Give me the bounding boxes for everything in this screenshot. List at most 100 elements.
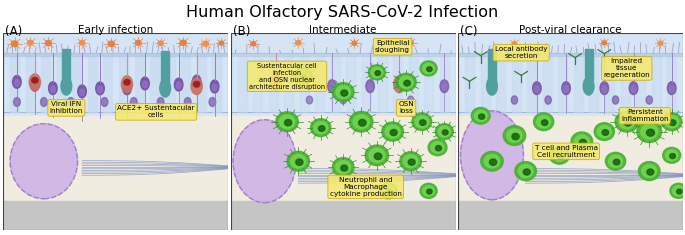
- Bar: [667, 56, 676, 112]
- Text: (C): (C): [460, 25, 478, 38]
- Ellipse shape: [564, 86, 569, 93]
- Ellipse shape: [125, 86, 129, 93]
- Circle shape: [647, 129, 654, 136]
- Text: OSN
loss: OSN loss: [398, 102, 414, 114]
- Bar: [527, 56, 536, 112]
- Circle shape: [557, 153, 564, 159]
- Text: Viral IFN
inhibition: Viral IFN inhibition: [49, 102, 83, 114]
- Ellipse shape: [511, 96, 518, 104]
- Circle shape: [549, 146, 569, 164]
- Bar: [347, 56, 356, 112]
- Bar: [424, 56, 433, 112]
- Bar: [212, 56, 221, 112]
- Ellipse shape: [602, 86, 607, 93]
- Circle shape: [428, 139, 447, 156]
- Circle shape: [662, 147, 681, 163]
- Circle shape: [512, 133, 519, 140]
- Ellipse shape: [210, 80, 219, 93]
- Circle shape: [619, 115, 635, 129]
- Ellipse shape: [534, 86, 539, 93]
- Circle shape: [537, 116, 551, 128]
- Bar: [119, 56, 128, 112]
- Bar: [103, 56, 112, 112]
- Ellipse shape: [327, 80, 336, 93]
- Circle shape: [658, 40, 664, 46]
- Circle shape: [412, 113, 432, 130]
- Bar: [458, 33, 683, 116]
- Circle shape: [503, 126, 525, 145]
- Ellipse shape: [14, 98, 21, 106]
- Ellipse shape: [209, 98, 216, 106]
- Circle shape: [594, 123, 614, 141]
- Circle shape: [511, 41, 518, 47]
- Ellipse shape: [40, 98, 47, 106]
- Bar: [605, 56, 614, 112]
- Circle shape: [443, 130, 448, 135]
- Circle shape: [523, 169, 530, 175]
- Ellipse shape: [612, 96, 619, 104]
- Circle shape: [507, 129, 522, 142]
- Circle shape: [369, 148, 385, 162]
- Circle shape: [371, 67, 383, 78]
- Bar: [558, 56, 567, 112]
- Bar: [161, 51, 169, 82]
- Bar: [331, 56, 340, 112]
- Circle shape: [353, 115, 369, 129]
- Ellipse shape: [329, 84, 334, 91]
- Text: Persistent
inflammation: Persistent inflammation: [621, 109, 669, 122]
- Circle shape: [396, 73, 416, 91]
- Circle shape: [575, 135, 589, 148]
- Circle shape: [642, 165, 657, 177]
- Circle shape: [336, 86, 351, 98]
- Ellipse shape: [176, 82, 181, 89]
- Circle shape: [27, 40, 34, 46]
- Circle shape: [310, 119, 331, 137]
- Text: Early infection: Early infection: [78, 25, 153, 35]
- Circle shape: [481, 151, 503, 171]
- Bar: [584, 49, 593, 80]
- Ellipse shape: [442, 84, 447, 91]
- Bar: [574, 56, 583, 112]
- Circle shape: [423, 63, 434, 74]
- Circle shape: [515, 162, 536, 180]
- Bar: [26, 56, 35, 112]
- Circle shape: [396, 79, 403, 85]
- Bar: [362, 56, 371, 112]
- Text: T cell and Plasma
Cell recruitment: T cell and Plasma Cell recruitment: [534, 145, 597, 158]
- Circle shape: [124, 79, 130, 85]
- Circle shape: [571, 132, 593, 151]
- Bar: [3, 116, 228, 201]
- Circle shape: [431, 142, 444, 153]
- Circle shape: [624, 119, 632, 126]
- Ellipse shape: [440, 80, 449, 93]
- Circle shape: [613, 159, 620, 165]
- Ellipse shape: [142, 81, 147, 88]
- Circle shape: [404, 80, 410, 86]
- Bar: [393, 56, 402, 112]
- Bar: [465, 56, 474, 112]
- Circle shape: [332, 83, 354, 102]
- Circle shape: [534, 113, 553, 131]
- Circle shape: [609, 155, 623, 167]
- Ellipse shape: [79, 89, 84, 96]
- Bar: [41, 56, 50, 112]
- Ellipse shape: [562, 82, 571, 94]
- Circle shape: [427, 189, 432, 194]
- Ellipse shape: [130, 98, 137, 106]
- Ellipse shape: [29, 74, 40, 91]
- Bar: [300, 56, 309, 112]
- Circle shape: [665, 116, 679, 128]
- Bar: [238, 56, 247, 112]
- Bar: [57, 56, 66, 112]
- Bar: [231, 201, 456, 230]
- Circle shape: [135, 40, 142, 46]
- Circle shape: [314, 121, 327, 134]
- Ellipse shape: [31, 78, 39, 91]
- Circle shape: [420, 183, 437, 198]
- Text: Epithelial
sloughing: Epithelial sloughing: [375, 40, 410, 53]
- Ellipse shape: [160, 79, 171, 97]
- Circle shape: [606, 152, 625, 170]
- Circle shape: [365, 145, 388, 165]
- Ellipse shape: [486, 77, 497, 95]
- Bar: [3, 53, 228, 56]
